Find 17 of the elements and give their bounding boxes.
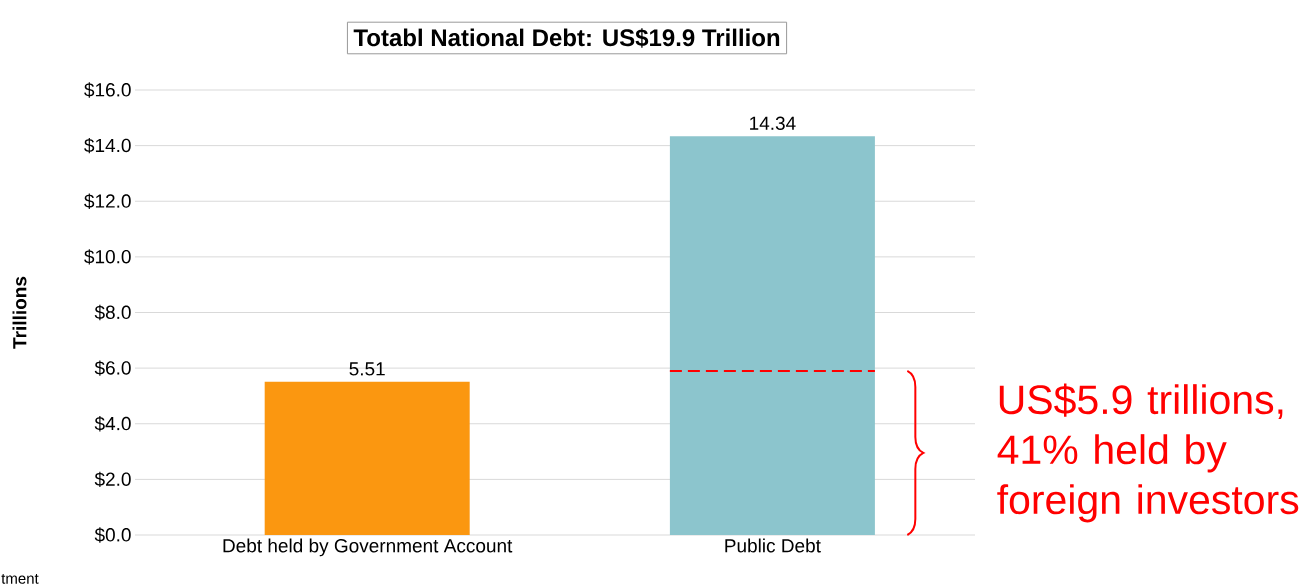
y-tick-label: $12.0 [84, 193, 131, 209]
y-tick-label: $6.0 [94, 360, 131, 376]
x-tick-label: Debt held by Government Account [223, 538, 513, 557]
chart-title: Totabl National Debt: US$19.9 Trillion [353, 28, 780, 48]
x-tick-label: Public Debt [725, 538, 821, 553]
y-tick-label: $4.0 [94, 416, 131, 432]
y-tick-label: $2.0 [94, 471, 131, 488]
data-label: 14.34 [750, 116, 796, 130]
y-tick-label: $0.0 [94, 527, 131, 543]
y-tick-label: $14.0 [84, 137, 131, 154]
data-label: 5.51 [349, 362, 385, 376]
y-tick-label: $16.0 [84, 82, 131, 98]
ref-line-label: US$5.9 trillions, 41% held by foreign investors [997, 383, 1299, 523]
y-axis-title: Trillions [12, 276, 27, 349]
y-tick-label: $8.0 [94, 304, 131, 321]
y-tick-label: $10.0 [84, 249, 131, 265]
text: tment [1, 573, 39, 584]
